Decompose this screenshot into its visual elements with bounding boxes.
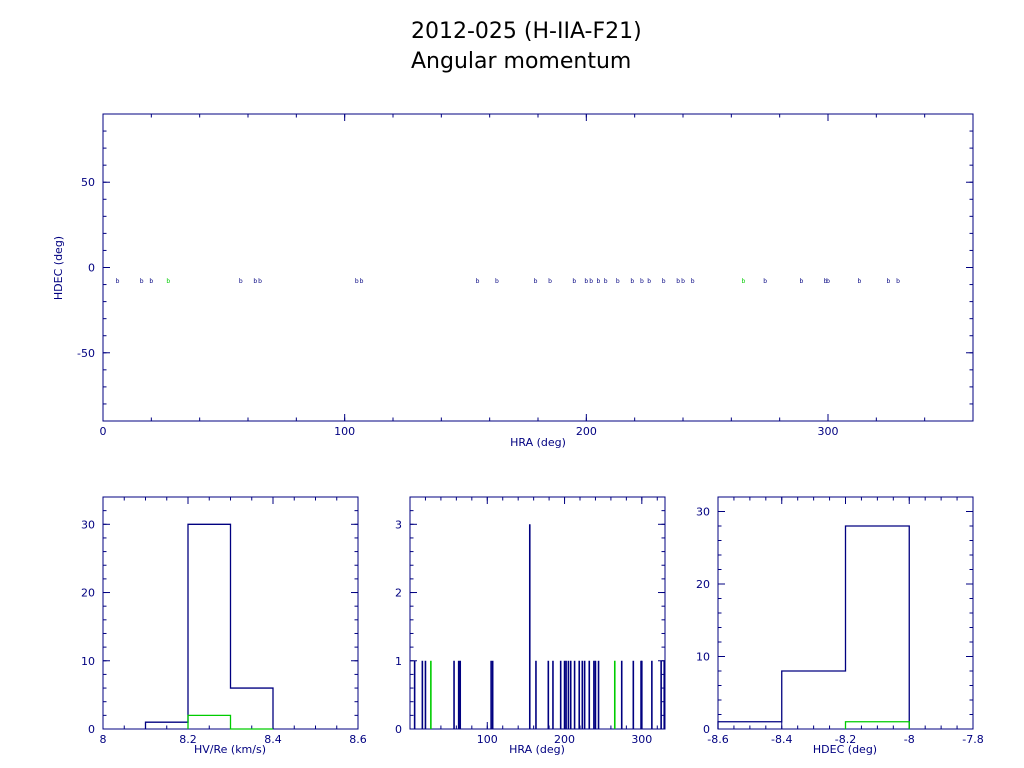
scatter-point: b	[640, 278, 644, 285]
scatter-point: b	[896, 278, 900, 285]
y-tick-label: 1	[395, 655, 402, 668]
y-tick-label: 30	[696, 506, 710, 519]
x-tick-label: 200	[576, 425, 597, 438]
histogram-hra-frame	[409, 496, 666, 730]
scatter-point: b	[360, 278, 364, 285]
x-tick-label: 8	[100, 733, 107, 746]
scatter-point: b	[824, 278, 828, 285]
histogram-step	[187, 714, 273, 730]
x-tick-label: -8	[904, 733, 915, 746]
y-tick-label: 50	[81, 176, 95, 189]
histogram-step	[717, 525, 910, 729]
x-tick-label: 8.4	[264, 733, 282, 746]
x-tick-label: 300	[818, 425, 839, 438]
x-tick-label: 200	[554, 733, 575, 746]
histogram-hra-ticks: 100 200 300 0 1 2 3	[395, 496, 665, 746]
x-tick-label: -8.4	[771, 733, 792, 746]
y-tick-label: -50	[77, 347, 95, 360]
y-tick-label: 0	[88, 262, 95, 275]
scatter-point: b	[630, 278, 634, 285]
scatter-point: b	[800, 278, 804, 285]
histogram-hra-spikes	[413, 524, 666, 729]
y-tick-label: 10	[81, 655, 95, 668]
x-tick-label: 100	[477, 733, 498, 746]
scatter-point: b	[355, 278, 359, 285]
scatter-point: b	[662, 278, 666, 285]
histogram-hv-panel: 8 8.2 8.4 8.6 0 10 20 30 HV/Re (km/s)	[81, 496, 367, 756]
histogram-hv-x-axis-label: HV/Re (km/s)	[194, 743, 266, 756]
scatter-point: b	[742, 278, 746, 285]
histogram-hdec-bars	[717, 525, 910, 729]
histogram-step	[144, 523, 274, 729]
histogram-hv-bars	[144, 523, 274, 730]
scatter-point: b	[616, 278, 620, 285]
chart-title: 2012-025 (H-IIA-F21)	[411, 19, 642, 44]
y-tick-label: 2	[395, 587, 402, 600]
scatter-points: b b b b b b b b b b b b b b b b b b b b b b b b b b b bb b b bb b	[116, 278, 901, 285]
histogram-hdec-x-axis-label: HDEC (deg)	[813, 743, 877, 756]
scatter-point: b	[676, 278, 680, 285]
scatter-point: b	[548, 278, 552, 285]
scatter-point: b	[604, 278, 608, 285]
histogram-hdec-panel: -8.6 -8.4 -8.2 -8 -7.8 0 10 20 30 HDEC (deg)	[696, 496, 984, 756]
histogram-step	[844, 721, 910, 729]
scatter-y-axis-label: HDEC (deg)	[52, 236, 65, 300]
x-tick-label: 8.6	[349, 733, 367, 746]
histogram-hra-panel: 100 200 300 0 1 2 3 HRA (deg)	[395, 496, 666, 756]
y-tick-label: 20	[81, 587, 95, 600]
x-tick-label: -8.6	[707, 733, 728, 746]
scatter-point: b	[691, 278, 695, 285]
scatter-point: b	[258, 278, 262, 285]
y-tick-label: 10	[696, 651, 710, 664]
x-tick-label: -7.8	[962, 733, 983, 746]
scatter-point: b	[239, 278, 243, 285]
scatter-point: b	[495, 278, 499, 285]
x-tick-label: -8.2	[835, 733, 856, 746]
scatter-point: b	[253, 278, 257, 285]
histogram-hra-x-axis-label: HRA (deg)	[509, 743, 565, 756]
scatter-point: b	[116, 278, 120, 285]
scatter-point: b	[166, 278, 170, 285]
scatter-ticks: 0 100 200 300 -50 0 50	[77, 113, 974, 438]
histogram-hdec-ticks: -8.6 -8.4 -8.2 -8 -7.8 0 10 20 30	[696, 496, 984, 746]
scatter-point: b	[763, 278, 767, 285]
scatter-point: b	[149, 278, 153, 285]
scatter-point: b	[858, 278, 862, 285]
scatter-point: b	[826, 278, 830, 285]
scatter-point: b	[597, 278, 601, 285]
scatter-point: b	[572, 278, 576, 285]
x-tick-label: 300	[631, 733, 652, 746]
scatter-point: b	[681, 278, 685, 285]
scatter-point: b	[647, 278, 651, 285]
y-tick-label: 0	[395, 723, 402, 736]
scatter-point: b	[534, 278, 538, 285]
scatter-point: b	[584, 278, 588, 285]
chart-subtitle: Angular momentum	[411, 49, 631, 74]
y-tick-label: 20	[696, 578, 710, 591]
y-tick-label: 0	[703, 723, 710, 736]
scatter-point: b	[476, 278, 480, 285]
histogram-hv-ticks: 8 8.2 8.4 8.6 0 10 20 30	[81, 496, 367, 746]
scatter-point: b	[589, 278, 593, 285]
scatter-frame	[102, 113, 974, 422]
y-tick-label: 3	[395, 518, 402, 531]
x-tick-label: 0	[100, 425, 107, 438]
x-tick-label: 100	[334, 425, 355, 438]
scatter-point: b	[887, 278, 891, 285]
x-tick-label: 8.2	[179, 733, 197, 746]
scatter-point: b	[140, 278, 144, 285]
scatter-x-axis-label: HRA (deg)	[510, 436, 566, 449]
y-tick-label: 0	[88, 723, 95, 736]
y-tick-label: 30	[81, 518, 95, 531]
